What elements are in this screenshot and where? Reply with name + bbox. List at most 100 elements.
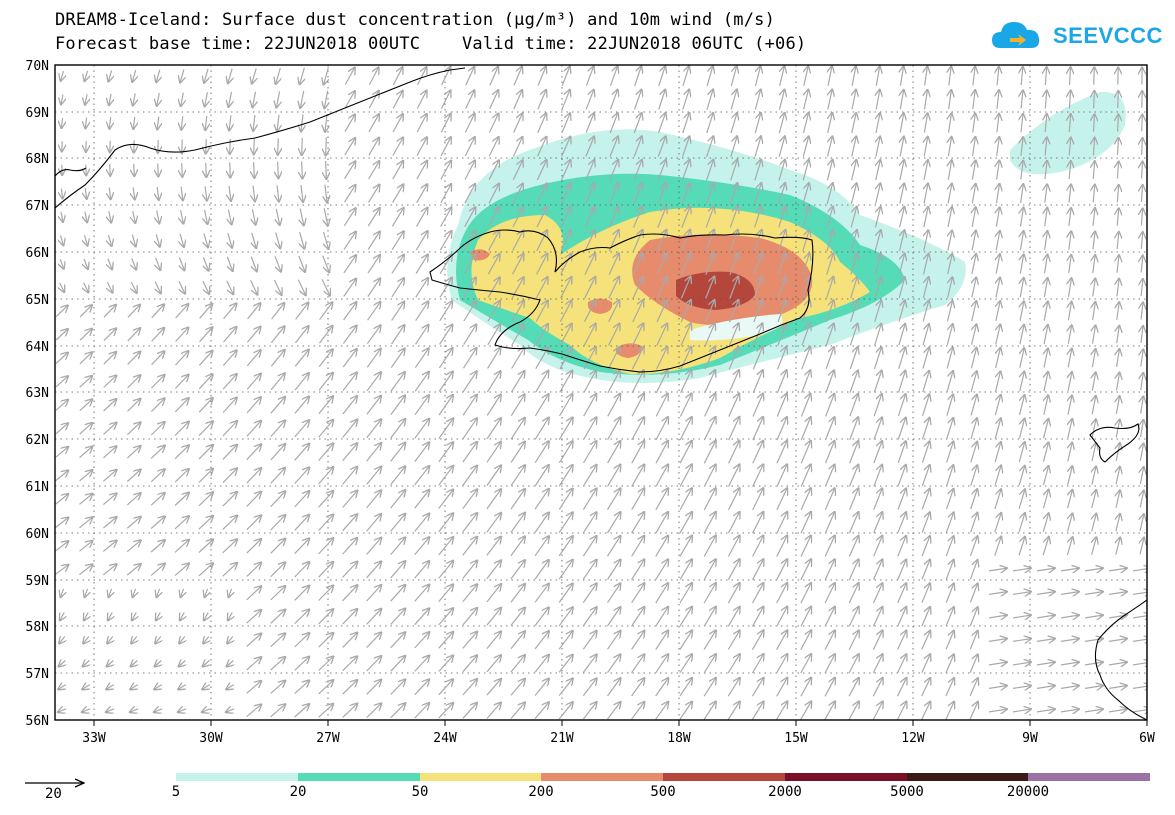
wind-arrow <box>270 373 285 391</box>
wind-arrow <box>415 278 428 298</box>
wind-arrow <box>924 160 928 181</box>
wind-arrow <box>150 564 165 576</box>
wind-arrow <box>270 539 286 554</box>
wind-arrow <box>898 371 906 393</box>
wind-arrow <box>655 583 668 604</box>
wind-arrow <box>876 137 880 157</box>
wind-arrow <box>582 560 596 580</box>
wind-arrow <box>924 184 928 204</box>
wind-arrow <box>294 373 309 391</box>
wind-arrow <box>342 538 358 555</box>
wind-arrow <box>462 442 477 463</box>
wind-arrow <box>921 512 930 533</box>
wind-arrow <box>132 69 135 82</box>
wind-arrow <box>583 394 597 417</box>
wind-arrow <box>273 279 281 295</box>
wind-arrow <box>969 560 978 580</box>
wind-arrow <box>873 536 883 557</box>
wind-arrow <box>246 704 262 718</box>
wind-arrow <box>655 394 668 417</box>
wind-arrow <box>897 465 906 487</box>
wind-arrow <box>174 493 189 506</box>
wind-arrow <box>79 541 93 552</box>
wind-arrow <box>949 113 952 133</box>
wind-arrow <box>157 116 158 130</box>
wind-arrow <box>344 91 355 109</box>
wind-arrow <box>872 630 882 650</box>
wind-arrow <box>318 396 333 415</box>
wind-arrow <box>608 277 619 299</box>
wind-arrow <box>366 538 382 555</box>
wind-arrow <box>229 115 231 131</box>
wind-arrow <box>270 610 286 624</box>
wind-arrow <box>777 230 786 252</box>
wind-arrow <box>607 607 621 627</box>
wind-arrow <box>462 679 477 696</box>
wind-arrow <box>59 637 65 644</box>
wind-arrow <box>972 207 976 227</box>
wind-arrow <box>679 512 692 534</box>
wind-arrow <box>60 282 64 292</box>
wind-arrow <box>277 185 279 201</box>
wind-arrow <box>202 685 210 690</box>
wind-arrow <box>1044 419 1049 439</box>
wind-arrow <box>438 679 453 696</box>
wind-arrow <box>900 207 905 228</box>
wind-arrow <box>157 588 160 597</box>
wind-arrow <box>729 206 737 228</box>
wind-arrow <box>1093 255 1095 274</box>
wind-arrow <box>1013 592 1031 595</box>
wind-arrow <box>536 254 548 275</box>
wind-arrow <box>730 113 737 134</box>
wind-arrow <box>727 678 740 697</box>
wind-arrow <box>294 350 309 367</box>
wind-arrow <box>969 607 977 627</box>
wind-arrow <box>486 560 501 580</box>
wind-arrow <box>752 536 764 557</box>
wind-arrow <box>703 417 715 441</box>
wind-arrow <box>802 183 809 205</box>
wind-arrow <box>198 445 213 460</box>
wind-arrow <box>945 560 953 580</box>
wind-arrow <box>1020 348 1024 368</box>
wind-arrow <box>1045 208 1048 227</box>
wind-arrow <box>226 685 234 690</box>
wind-arrow <box>754 113 761 134</box>
wind-arrow <box>658 66 665 86</box>
wind-arrow <box>560 230 571 252</box>
wind-arrow <box>778 160 785 181</box>
wind-arrow <box>102 541 116 552</box>
wind-arrow <box>752 488 764 511</box>
wind-arrow <box>1092 372 1095 391</box>
legend-label: 5 <box>171 784 181 800</box>
wind-arrow <box>392 161 403 180</box>
wind-arrow <box>246 492 261 507</box>
wind-arrow <box>826 136 833 157</box>
wind-arrow <box>342 420 358 438</box>
wind-arrow <box>342 585 358 602</box>
wind-arrow <box>778 206 786 228</box>
wind-arrow <box>294 586 310 601</box>
wind-arrow <box>276 232 281 249</box>
wind-arrow <box>850 253 857 275</box>
wind-arrow <box>801 347 810 370</box>
wind-arrow <box>582 631 596 650</box>
wind-arrow <box>414 442 429 462</box>
wind-arrow <box>368 138 379 156</box>
wind-arrow <box>753 277 762 299</box>
wind-arrow <box>392 184 404 203</box>
wind-arrow <box>178 685 186 690</box>
wind-arrow <box>632 253 643 276</box>
wind-arrow <box>800 441 811 464</box>
wind-arrow <box>997 90 999 109</box>
wind-arrow <box>996 348 1001 369</box>
wind-arrow <box>489 67 498 86</box>
wind-arrow <box>925 90 928 110</box>
wind-arrow <box>897 441 906 463</box>
wind-arrow <box>180 257 185 271</box>
wind-arrow <box>390 656 406 672</box>
wind-arrow <box>945 607 954 627</box>
wind-arrow <box>754 160 761 181</box>
wind-arrow <box>874 230 880 252</box>
wind-arrow <box>1020 231 1023 251</box>
